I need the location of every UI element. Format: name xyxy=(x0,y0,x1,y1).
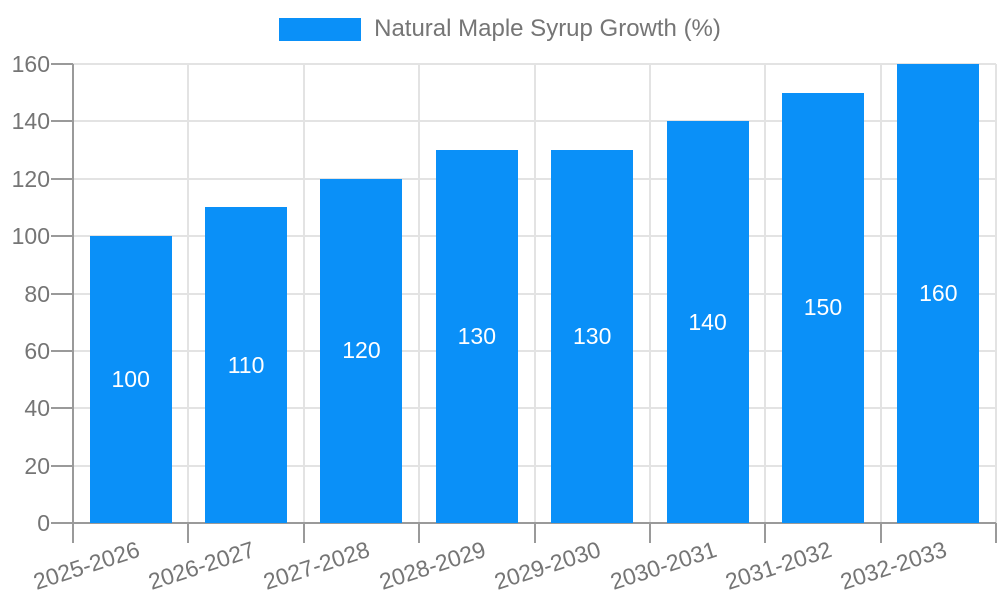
y-tick-label: 40 xyxy=(24,395,50,422)
legend-swatch xyxy=(279,17,362,41)
y-tick-label: 100 xyxy=(11,223,50,250)
y-axis-tick xyxy=(51,464,73,467)
x-tick-label: 2032-2033 xyxy=(837,536,951,595)
bar-value-label: 110 xyxy=(227,351,265,378)
bar[interactable]: 150 xyxy=(781,92,864,523)
y-axis-tick xyxy=(51,63,73,65)
x-axis-tick xyxy=(648,523,651,543)
x-tick-label: 2026-2027 xyxy=(145,536,258,595)
x-axis-tick xyxy=(302,523,305,543)
y-tick-label: 60 xyxy=(24,337,50,364)
gridline-vertical xyxy=(879,64,882,523)
x-axis-tick xyxy=(533,523,536,543)
x-tick-label: 2030-2031 xyxy=(606,536,720,595)
gridline-vertical xyxy=(764,64,767,523)
x-tick-label: 2028-2029 xyxy=(375,536,489,595)
bar[interactable]: 100 xyxy=(89,236,172,523)
bar-value-label: 130 xyxy=(573,323,612,350)
x-axis-tick xyxy=(187,523,190,543)
y-axis-tick xyxy=(51,120,73,123)
y-axis-tick xyxy=(51,407,73,410)
x-axis-tick xyxy=(995,523,997,543)
y-axis-tick xyxy=(51,177,73,180)
bar[interactable]: 120 xyxy=(320,178,403,523)
gridline-vertical xyxy=(533,64,536,523)
bar-value-label: 120 xyxy=(342,337,381,364)
x-axis-tick xyxy=(418,523,421,543)
bar[interactable]: 160 xyxy=(897,64,980,523)
bar[interactable]: 110 xyxy=(205,207,288,523)
x-tick-label: 2031-2032 xyxy=(722,536,835,595)
bar-value-label: 140 xyxy=(688,308,727,335)
bar-value-label: 150 xyxy=(803,294,843,321)
bar[interactable]: 130 xyxy=(435,150,518,523)
gridline-vertical xyxy=(995,64,997,523)
x-tick-label: 2025-2026 xyxy=(29,536,143,595)
bar-value-label: 100 xyxy=(111,366,150,393)
gridline-vertical xyxy=(302,64,305,523)
x-tick-label: 2027-2028 xyxy=(260,536,374,595)
y-tick-label: 20 xyxy=(24,452,50,479)
gridline-vertical xyxy=(418,64,421,523)
y-tick-label: 160 xyxy=(11,51,50,77)
gridline-vertical xyxy=(648,64,651,523)
bar-value-label: 160 xyxy=(919,280,958,306)
y-axis-tick xyxy=(51,292,73,295)
y-tick-label: 120 xyxy=(11,165,50,192)
y-axis-tick xyxy=(51,522,73,524)
legend-label: Natural Maple Syrup Growth (%) xyxy=(374,15,721,42)
y-axis-line xyxy=(72,64,74,523)
x-axis-tick xyxy=(764,523,767,543)
x-axis-tick xyxy=(72,523,74,543)
y-tick-label: 140 xyxy=(11,108,50,135)
y-tick-label: 0 xyxy=(37,510,50,536)
gridline-vertical xyxy=(187,64,190,523)
bar[interactable]: 140 xyxy=(666,121,749,523)
x-tick-label: 2029-2030 xyxy=(491,536,604,595)
legend-item[interactable]: Natural Maple Syrup Growth (%) xyxy=(0,17,1000,41)
y-tick-label: 80 xyxy=(24,280,50,307)
bar-value-label: 130 xyxy=(457,323,496,350)
y-axis-tick xyxy=(51,235,73,238)
bar[interactable]: 130 xyxy=(551,150,634,523)
y-axis-tick xyxy=(51,349,73,352)
x-axis-tick xyxy=(879,523,882,543)
